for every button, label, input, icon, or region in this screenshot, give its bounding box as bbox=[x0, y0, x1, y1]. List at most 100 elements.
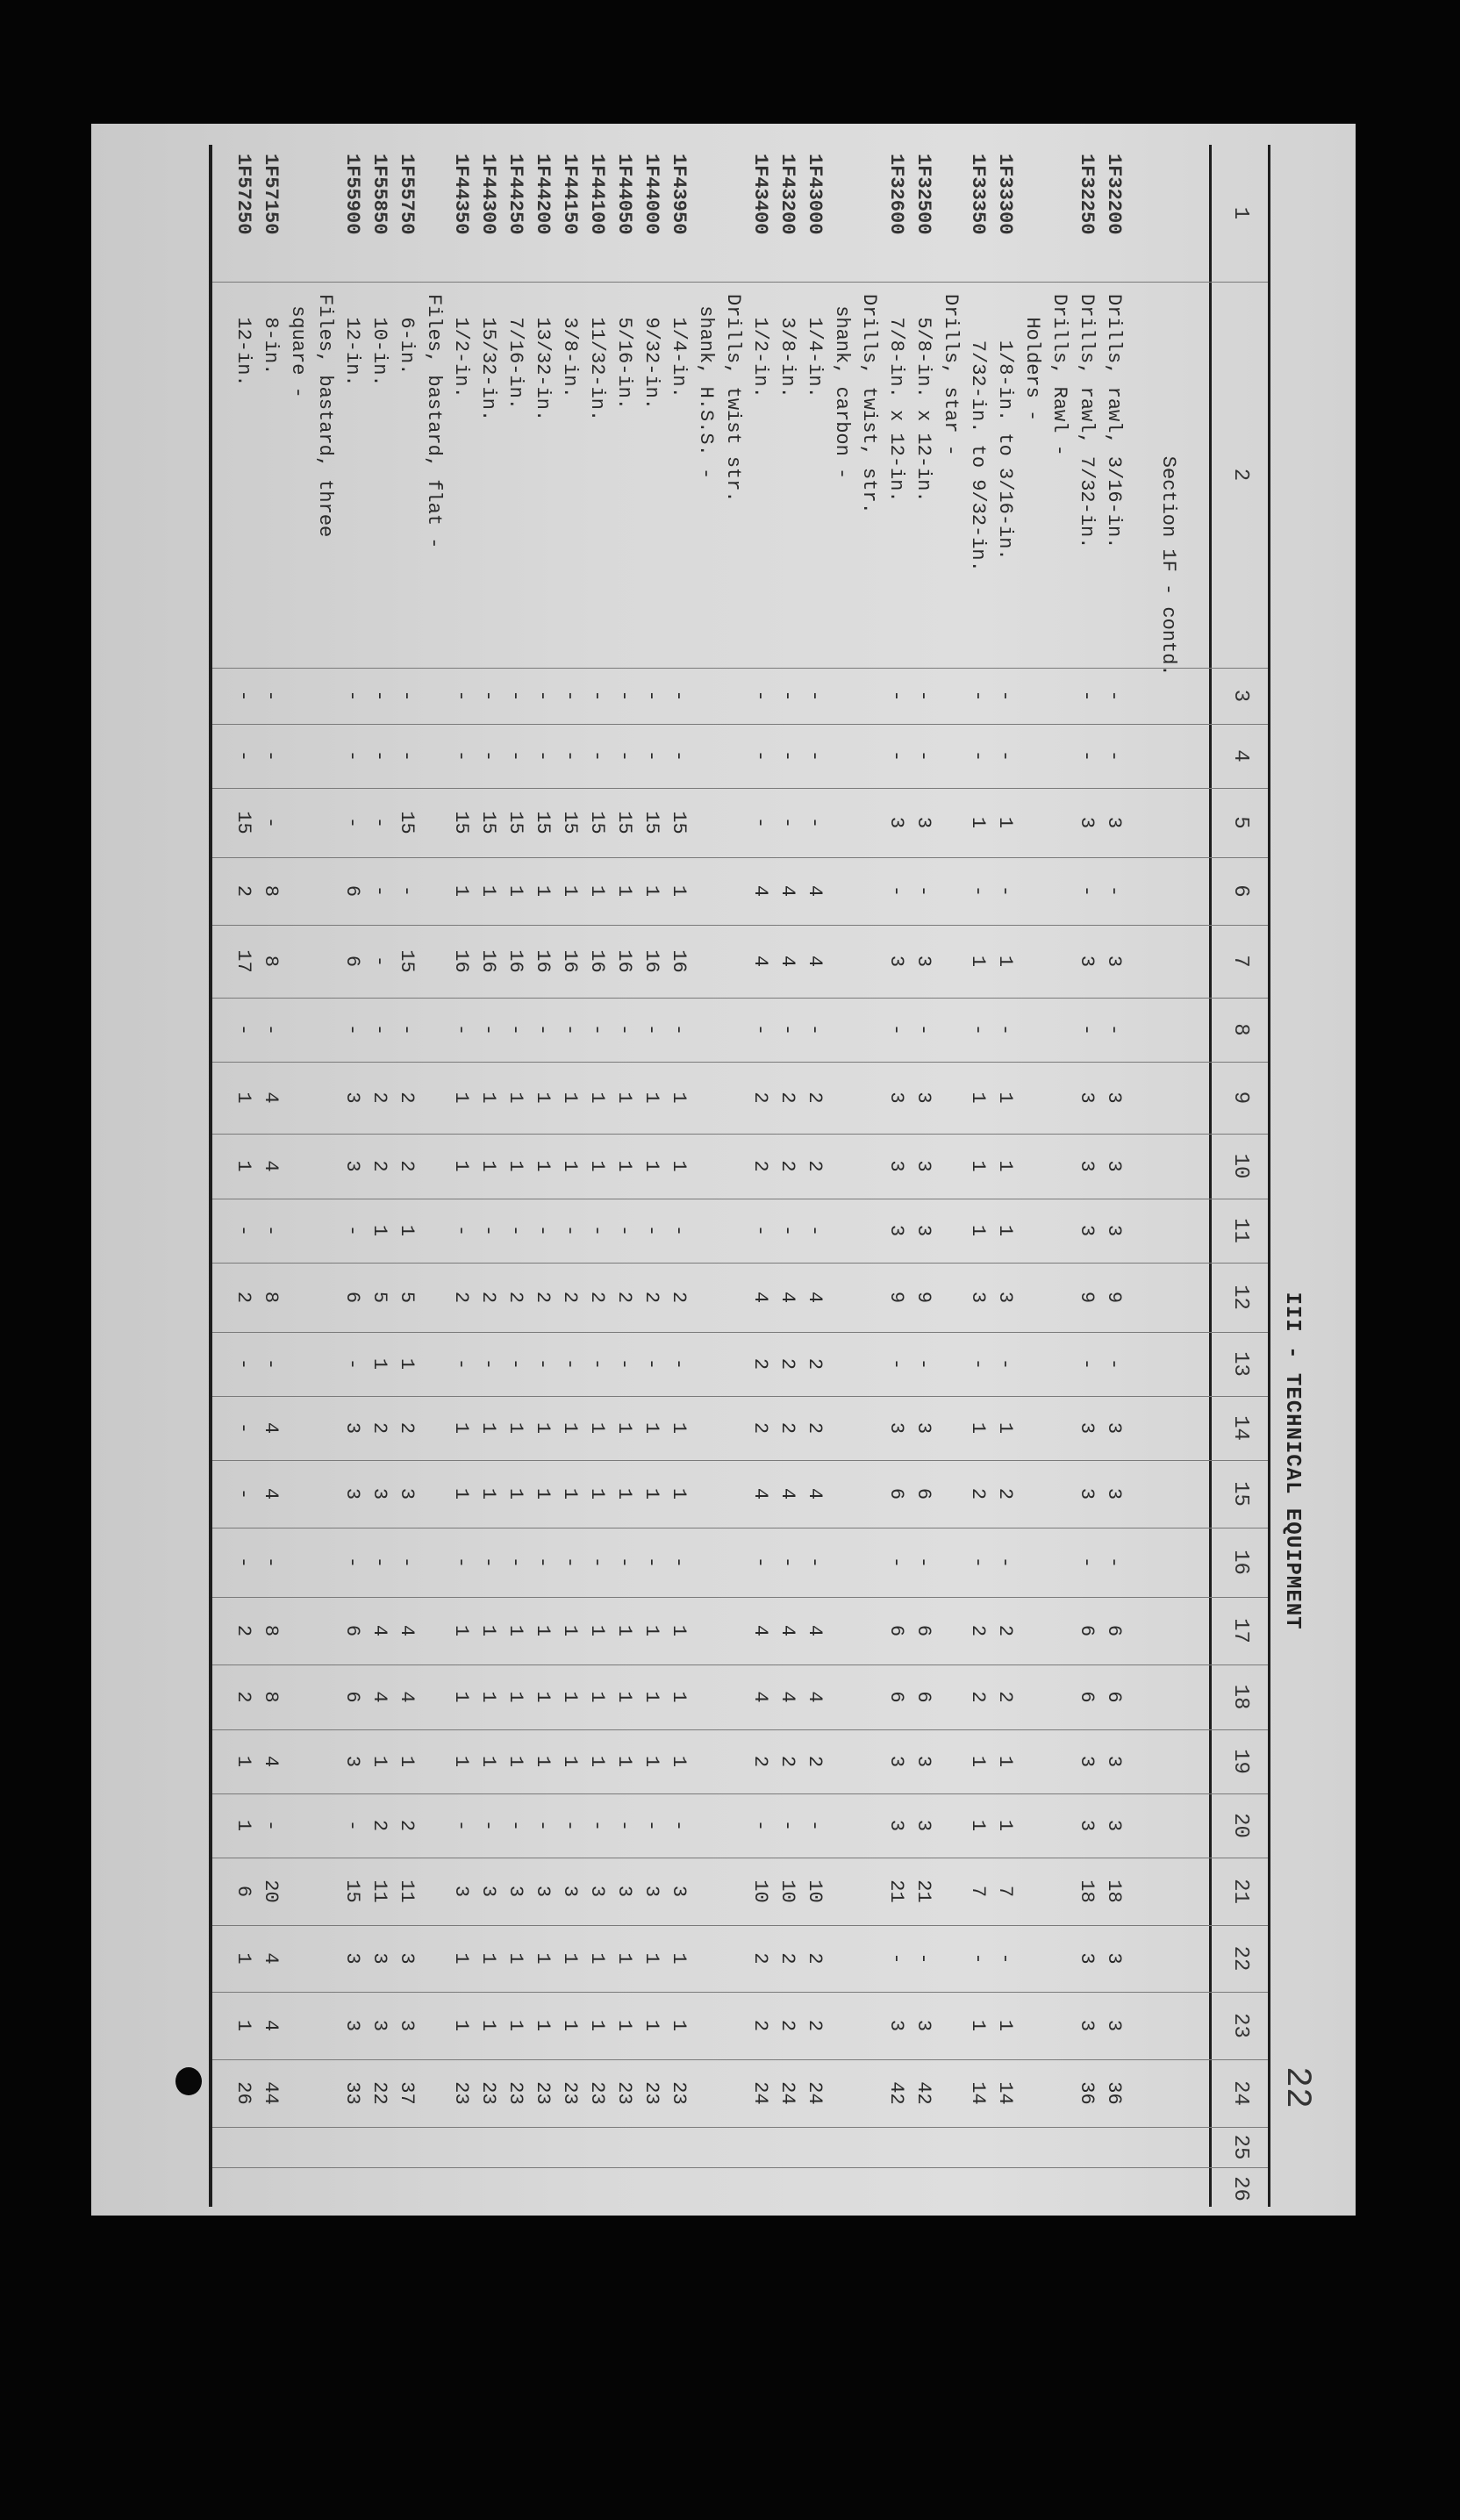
quantity-cell: 24 bbox=[749, 2081, 771, 2105]
column-header: 24 bbox=[1228, 2080, 1252, 2106]
quantity-cell: - bbox=[532, 1357, 554, 1371]
quantity-cell: 1 bbox=[505, 1160, 526, 1172]
column-header: 10 bbox=[1228, 1153, 1252, 1179]
quantity-cell: 3 bbox=[396, 1952, 418, 1965]
quantity-cell: 1 bbox=[477, 2019, 499, 2032]
quantity-cell: - bbox=[613, 1819, 635, 1832]
quantity-cell: 1 bbox=[559, 1421, 581, 1435]
quantity-cell: - bbox=[1103, 1357, 1125, 1371]
quantity-cell: - bbox=[1103, 884, 1125, 898]
quantity-cell: - bbox=[260, 1224, 282, 1237]
section-heading-row: Drills, twist, str. bbox=[855, 145, 883, 2207]
quantity-cell: 18 bbox=[1076, 1879, 1098, 1903]
quantity-cell: 11 bbox=[369, 1879, 390, 1903]
quantity-cell: 3 bbox=[396, 2019, 418, 2032]
quantity-cell: - bbox=[341, 816, 363, 829]
column-header: 21 bbox=[1228, 1879, 1252, 1904]
quantity-cell: 2 bbox=[641, 1291, 662, 1304]
quantity-cell: - bbox=[994, 884, 1016, 898]
quantity-cell: 3 bbox=[912, 1092, 934, 1104]
quantity-cell: 16 bbox=[641, 949, 662, 973]
quantity-cell: 3 bbox=[885, 1755, 907, 1768]
section-heading-row: Holders - bbox=[1019, 145, 1046, 2207]
table-row: 1F55750 6-in. - -15-15-2 2 1 5 1 2 3-4 4 1 2 11 3 3 37 bbox=[393, 145, 420, 2207]
quantity-cell: 6 bbox=[233, 1885, 254, 1898]
quantity-cell: 3 bbox=[885, 1819, 907, 1832]
quantity-cell: - bbox=[532, 1224, 554, 1237]
quantity-cell: 16 bbox=[505, 949, 526, 973]
quantity-cell: 1 bbox=[586, 1487, 608, 1500]
quantity-cell: 3 bbox=[668, 1885, 690, 1898]
quantity-cell: 2 bbox=[804, 1952, 826, 1965]
quantity-cell: 33 bbox=[341, 2081, 363, 2105]
quantity-cell: 1 bbox=[641, 1624, 662, 1637]
item-description: 1/4-in. bbox=[668, 317, 690, 398]
quantity-cell: 3 bbox=[1076, 2019, 1098, 2032]
quantity-cell: 24 bbox=[804, 2081, 826, 2105]
quantity-cell: - bbox=[749, 749, 771, 762]
quantity-cell: 4 bbox=[804, 955, 826, 968]
quantity-cell: 2 bbox=[586, 1291, 608, 1304]
quantity-cell: 3 bbox=[1103, 816, 1125, 829]
quantity-cell: 4 bbox=[260, 1160, 282, 1172]
quantity-cell: - bbox=[668, 1023, 690, 1036]
quantity-cell: 1 bbox=[559, 1092, 581, 1104]
quantity-cell: 2 bbox=[369, 1421, 390, 1435]
column-header: 12 bbox=[1228, 1285, 1252, 1310]
quantity-cell: 2 bbox=[777, 2019, 798, 2032]
quantity-cell: 1 bbox=[613, 2019, 635, 2032]
punch-hole-mark bbox=[175, 2067, 202, 2095]
quantity-cell: 3 bbox=[341, 1092, 363, 1104]
rotated-sheet: III - TECHNICAL EQUIPMENT 22 1 2 3 4 5 6 7 8 9 10… bbox=[175, 145, 1316, 2207]
quantity-cell: - bbox=[994, 1952, 1016, 1965]
item-code: 1F55750 bbox=[396, 154, 418, 235]
quantity-cell: 2 bbox=[369, 1092, 390, 1104]
quantity-cell: 1 bbox=[641, 1952, 662, 1965]
quantity-cell: 1 bbox=[613, 1487, 635, 1500]
quantity-cell: 2 bbox=[804, 2019, 826, 2032]
table-row: 1F33350 7/32-in. to 9/32-in. - - 1 - 1 - 1 1 1 3 - 1 2… bbox=[964, 145, 991, 2207]
item-code: 1F44300 bbox=[477, 154, 499, 235]
quantity-cell: 3 bbox=[1076, 1952, 1098, 1965]
item-description: 8-in. bbox=[260, 317, 282, 376]
column-header: 13 bbox=[1228, 1351, 1252, 1377]
quantity-cell: - bbox=[804, 690, 826, 702]
quantity-cell: 1 bbox=[967, 1160, 989, 1172]
quantity-cell: 3 bbox=[912, 1421, 934, 1435]
quantity-cell: - bbox=[994, 1556, 1016, 1569]
section-heading-row: Drills, star - bbox=[937, 145, 964, 2207]
quantity-cell: 1 bbox=[532, 1691, 554, 1703]
quantity-cell: 2 bbox=[777, 1755, 798, 1768]
quantity-cell: - bbox=[668, 1556, 690, 1569]
quantity-cell: - bbox=[749, 1556, 771, 1569]
quantity-cell: 14 bbox=[967, 2081, 989, 2105]
item-code: 1F43200 bbox=[777, 154, 798, 235]
quantity-cell: 15 bbox=[450, 811, 472, 834]
quantity-cell: 3 bbox=[885, 816, 907, 829]
quantity-cell: 6 bbox=[341, 1291, 363, 1304]
quantity-cell: - bbox=[450, 749, 472, 762]
item-description: 3/8-in. bbox=[777, 317, 798, 398]
section-heading-row: Files, bastard, three bbox=[311, 145, 339, 2207]
quantity-cell: - bbox=[668, 749, 690, 762]
quantity-cell: - bbox=[505, 749, 526, 762]
quantity-cell: 3 bbox=[994, 1291, 1016, 1304]
quantity-cell: 3 bbox=[532, 1885, 554, 1898]
quantity-cell: 1 bbox=[967, 1224, 989, 1237]
quantity-cell: 1 bbox=[559, 2019, 581, 2032]
quantity-cell: 1 bbox=[369, 1755, 390, 1768]
quantity-cell: 1 bbox=[532, 1092, 554, 1104]
quantity-cell: 2 bbox=[749, 1421, 771, 1435]
quantity-cell: 1 bbox=[586, 2019, 608, 2032]
quantity-cell: 6 bbox=[885, 1624, 907, 1637]
quantity-cell: 2 bbox=[967, 1691, 989, 1703]
item-description: 3/8-in. bbox=[559, 317, 581, 398]
quantity-cell: 3 bbox=[369, 1952, 390, 1965]
quantity-cell: 4 bbox=[804, 1624, 826, 1637]
quantity-cell: - bbox=[912, 690, 934, 702]
column-header: 16 bbox=[1228, 1550, 1252, 1575]
item-code: 1F33350 bbox=[967, 154, 989, 235]
quantity-cell: 1 bbox=[450, 1421, 472, 1435]
quantity-cell: 3 bbox=[341, 1755, 363, 1768]
quantity-cell: 4 bbox=[749, 1487, 771, 1500]
